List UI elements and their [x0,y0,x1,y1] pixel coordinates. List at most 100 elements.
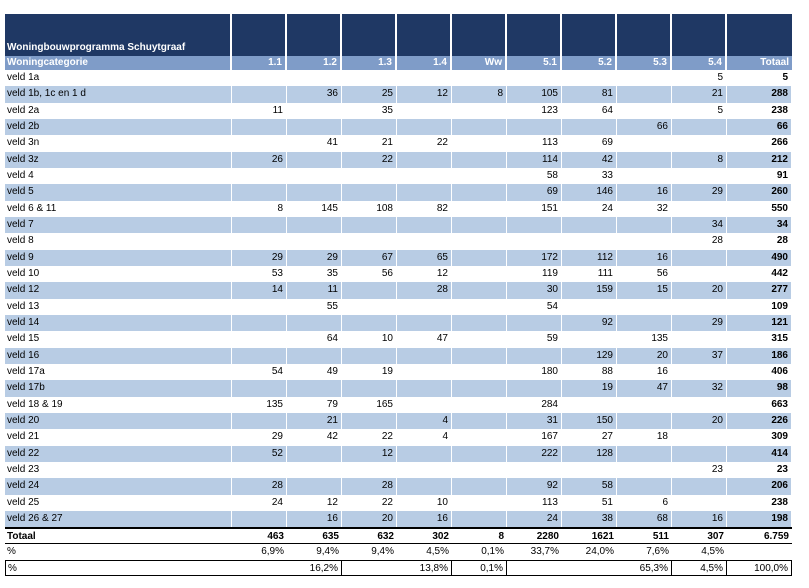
table-cell [342,347,397,364]
table-cell: 20 [342,510,397,528]
table-cell: 129 [562,347,617,364]
table-cell [562,70,617,87]
table-cell: 68 [617,510,672,528]
table-cell: 23 [727,461,792,479]
table-cell [617,396,672,413]
table-cell: 30 [507,282,562,299]
table-cell [342,70,397,87]
table-cell [287,461,342,479]
table-cell: 266 [727,135,792,152]
table-cell: 238 [727,102,792,119]
group-percent-cell: 4,5% [672,559,727,577]
table-cell [397,233,452,250]
table-cell: 29 [672,184,727,201]
table-cell [397,314,452,332]
table-cell [232,86,287,103]
table-cell: 151 [507,200,562,217]
table-cell: 109 [727,298,792,315]
table-cell: 16 [287,510,342,528]
table-cell [507,461,562,479]
table-cell: 145 [287,200,342,217]
table-cell: 186 [727,347,792,364]
percent-cell: 6,9% [232,543,287,560]
table-cell: 20 [672,282,727,299]
table-cell: 33 [562,167,617,185]
table-cell: 10 [342,331,397,348]
table-cell [617,70,672,87]
table-cell [287,347,342,364]
table-cell [287,118,342,136]
table-cell-label: veld 20 [5,412,232,430]
table-cell: 69 [507,184,562,201]
table-cell: 119 [507,265,562,283]
table-cell: 28 [397,282,452,299]
table-cell [232,216,287,234]
group-percent-label: % [5,559,232,577]
table-cell: 180 [507,363,562,381]
table-cell: 12 [342,445,397,462]
table-cell-label: veld 14 [5,314,232,332]
table-cell: 5 [672,102,727,119]
table-cell-label: veld 16 [5,347,232,364]
table-cell: 37 [672,347,727,364]
table-cell: 112 [562,249,617,266]
table-row: veld 21 29 42 22 4 167 27 18 309 [5,429,792,446]
spreadsheet-table: Woningbouwprogramma Schuytgraaf Woningca… [5,14,792,577]
table-cell: 108 [342,200,397,217]
column-header: 5.4 [672,56,727,70]
percent-cell [727,543,792,560]
table-cell: 111 [562,265,617,283]
table-cell-label: veld 1b, 1c en 1 d [5,86,232,103]
table-cell-label: veld 13 [5,298,232,315]
table-cell-label: veld 5 [5,184,232,201]
table-cell: 277 [727,282,792,299]
table-cell: 35 [342,102,397,119]
table-cell [287,184,342,201]
table-cell: 27 [562,429,617,446]
table-cell-label: veld 17b [5,380,232,397]
table-cell-label: veld 15 [5,331,232,348]
percent-cell: 9,4% [287,543,342,560]
table-cell [452,298,507,315]
table-cell: 167 [507,429,562,446]
table-cell [287,478,342,495]
table-cell-label: veld 3z [5,151,232,168]
table-row: veld 24 28 28 92 58 206 [5,478,792,495]
total-cell: 2280 [507,527,562,544]
table-cell [452,494,507,511]
table-cell [287,216,342,234]
table-cell [452,265,507,283]
table-cell-label: veld 4 [5,167,232,185]
group-percent-cell: 100,0% [727,559,792,577]
group-percent-cell: 13,8% [342,559,452,577]
table-cell: 14 [232,282,287,299]
table-body: veld 1a 5 5 veld 1b, 1c en 1 d 36 25 12 8 105 81 2… [5,70,792,528]
table-cell: 260 [727,184,792,201]
table-cell: 92 [507,478,562,495]
table-cell [397,102,452,119]
total-row: Totaal 463 635 632 302 8 2280 1621 511 307 6.759 [5,527,792,544]
table-cell [452,118,507,136]
table-row: veld 12 14 11 28 30 159 15 20 277 [5,282,792,299]
table-cell [452,510,507,528]
table-cell: 24 [232,494,287,511]
table-cell: 414 [727,445,792,462]
total-cell: 6.759 [727,527,792,544]
table-cell [232,118,287,136]
table-cell [287,70,342,87]
table-cell [232,412,287,430]
table-cell: 79 [287,396,342,413]
table-cell [672,200,727,217]
table-cell: 20 [617,347,672,364]
group-percent-cell: 0,1% [452,559,507,577]
table-cell [452,70,507,87]
table-cell [617,233,672,250]
table-cell: 6 [617,494,672,511]
table-cell [672,249,727,266]
table-cell: 22 [342,494,397,511]
percent-cell: 4,5% [672,543,727,560]
table-cell [562,396,617,413]
table-cell: 29 [232,249,287,266]
table-cell [397,184,452,201]
table-cell-label: veld 6 & 11 [5,200,232,217]
